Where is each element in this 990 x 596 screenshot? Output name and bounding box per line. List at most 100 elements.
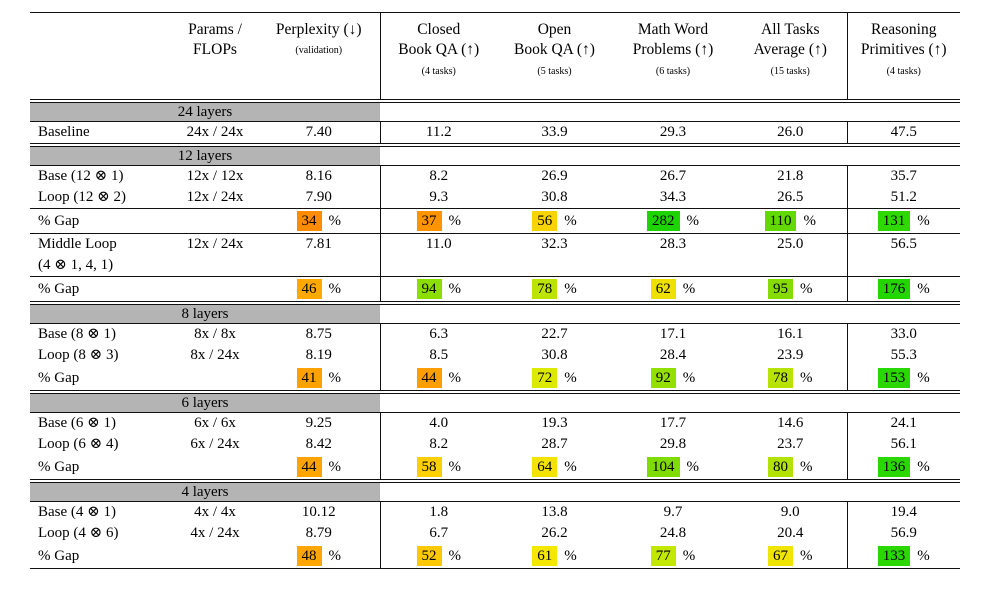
value-cell: 28.3 — [612, 233, 734, 277]
gap-value-badge: 136 — [877, 457, 911, 477]
percent-sign: % — [328, 458, 342, 475]
gap-row: % Gap 44% 58% 64% 104% 80% 136% — [30, 455, 960, 480]
value-cell: 7.90 — [258, 187, 380, 209]
gap-cell: 104% — [612, 455, 734, 480]
gap-cell-content: 282% — [612, 211, 734, 231]
row-label: Loop (4 ⊗ 6) — [30, 523, 172, 544]
value-cell: 34.3 — [612, 187, 734, 209]
gap-cell-content: 92% — [612, 368, 734, 388]
value-cell: 17.7 — [659, 415, 687, 431]
row-label: Baseline — [30, 122, 172, 144]
value-cell: 21.8 — [777, 168, 804, 184]
table-row: Loop (8 ⊗ 3) 8x / 24x 8.19 8.5 30.8 28.4 23.9 5… — [30, 345, 960, 366]
row-label: % Gap — [30, 208, 172, 234]
value-cell: 56.5 — [846, 233, 960, 277]
row-label: Base (8 ⊗ 1) — [30, 324, 172, 346]
percent-sign: % — [564, 212, 577, 229]
gap-value-badge: 62 — [650, 279, 676, 299]
percent-sign: % — [917, 458, 930, 475]
row-label-line: % Gap — [38, 458, 80, 475]
gap-cell: 94% — [379, 276, 498, 302]
row-label: Base (12 ⊗ 1) — [30, 166, 172, 188]
gap-cell-content: 133% — [848, 546, 961, 566]
gap-cell-content: 44% — [258, 457, 380, 477]
gap-value-badge: 41 — [296, 368, 322, 388]
value-cell: 33.9 — [541, 124, 568, 140]
percent-sign: % — [328, 212, 342, 229]
value-cell: 29.3 — [659, 124, 687, 140]
gap-cell: 37% — [379, 208, 498, 234]
gap-cell-content: 78% — [497, 279, 612, 299]
gap-cell: 34% — [258, 208, 380, 234]
params-flops-cell: 4x / 4x — [194, 504, 236, 520]
section-header-spacer — [380, 482, 960, 502]
gap-value-badge: 77 — [650, 546, 676, 566]
column-header-math-word-problems: Math Word Problems (↑) (6 tasks) — [612, 12, 734, 100]
column-header-line: All Tasks — [761, 21, 820, 38]
gap-value-badge: 92 — [650, 368, 676, 388]
gap-value-badge: 94 — [416, 279, 442, 299]
gap-value-badge: 67 — [768, 546, 793, 566]
row-label-line: Loop (12 ⊗ 2) — [38, 189, 126, 205]
value-cell: 33.0 — [846, 323, 960, 345]
percent-sign: % — [448, 280, 462, 297]
section-divider-rule-cell — [30, 143, 960, 147]
gap-cell-content: 94% — [381, 279, 498, 299]
value-cell: 8.5 — [379, 345, 497, 366]
value-cell: 23.9 — [777, 347, 804, 363]
column-header-label: Open Book QA (↑) — [497, 20, 612, 61]
value-cell: 11.2 — [379, 121, 497, 144]
params-flops-cell: 6x / 24x — [190, 436, 240, 452]
gap-cell: 78% — [497, 277, 612, 302]
table-row: Base (4 ⊗ 1) 4x / 4x 10.12 1.8 13.8 9.7 9.0 19.… — [30, 501, 960, 523]
value-cell: 24.8 — [659, 525, 687, 541]
gap-cell-content: 37% — [381, 211, 498, 231]
params-flops-cell: 12x / 12x — [186, 168, 244, 184]
params-flops-cell: 12x / 24x — [172, 233, 258, 277]
percent-sign: % — [800, 369, 813, 386]
value-cell: 16.1 — [777, 326, 804, 342]
value-cell: 26.0 — [777, 124, 804, 140]
percent-sign: % — [682, 369, 696, 386]
row-label: % Gap — [30, 277, 172, 302]
gap-cell-content: 153% — [848, 368, 961, 388]
percent-sign: % — [448, 369, 462, 386]
gap-cell: 58% — [379, 455, 497, 480]
section-header-spacer — [380, 102, 960, 122]
value-cell: 24.1 — [846, 412, 960, 434]
row-label-line: % Gap — [38, 280, 80, 297]
gap-value-badge: 133 — [877, 546, 911, 566]
section-title: 24 layers — [30, 102, 380, 122]
gap-value-badge: 153 — [877, 368, 911, 388]
gap-value-badge: 282 — [647, 211, 680, 231]
row-label-line: (4 ⊗ 1, 4, 1) — [38, 257, 114, 273]
value-cell: 11.0 — [379, 233, 497, 277]
gap-cell-content: 104% — [612, 457, 734, 477]
column-header-line: Params / — [188, 21, 242, 38]
gap-cell-content: 110% — [734, 211, 847, 231]
gap-row: % Gap 34% 37% 56% 282% 110% 131% — [30, 208, 960, 234]
value-cell: 32.3 — [497, 233, 612, 277]
gap-cell-content: 44% — [381, 368, 498, 388]
value-cell: 22.7 — [541, 326, 568, 342]
gap-cell: 46% — [258, 277, 380, 302]
table-row: Base (6 ⊗ 1) 6x / 6x 9.25 4.0 19.3 17.7 14.6 24… — [30, 412, 960, 434]
params-flops-cell — [172, 208, 258, 234]
section-divider-rule — [30, 390, 960, 394]
column-header-line: FLOPs — [193, 41, 237, 59]
column-header-subnote: (15 tasks) — [770, 65, 810, 77]
gap-cell: 153% — [846, 366, 961, 391]
percent-sign: % — [917, 212, 930, 229]
gap-cell-content: 64% — [497, 457, 612, 477]
row-label-line: Middle Loop — [38, 236, 117, 252]
gap-cell: 133% — [846, 544, 961, 569]
gap-cell: 48% — [258, 544, 380, 569]
section-divider-rule-cell — [30, 301, 960, 305]
percent-sign: % — [800, 547, 813, 564]
column-header-subnote: (4 tasks) — [886, 65, 921, 77]
value-cell: 19.3 — [541, 415, 568, 431]
value-cell: 35.7 — [846, 165, 960, 187]
value-cell: 7.40 — [305, 124, 332, 140]
column-header-label: Reasoning Primitives (↑) — [848, 20, 961, 61]
row-label: Loop (6 ⊗ 4) — [30, 434, 172, 455]
